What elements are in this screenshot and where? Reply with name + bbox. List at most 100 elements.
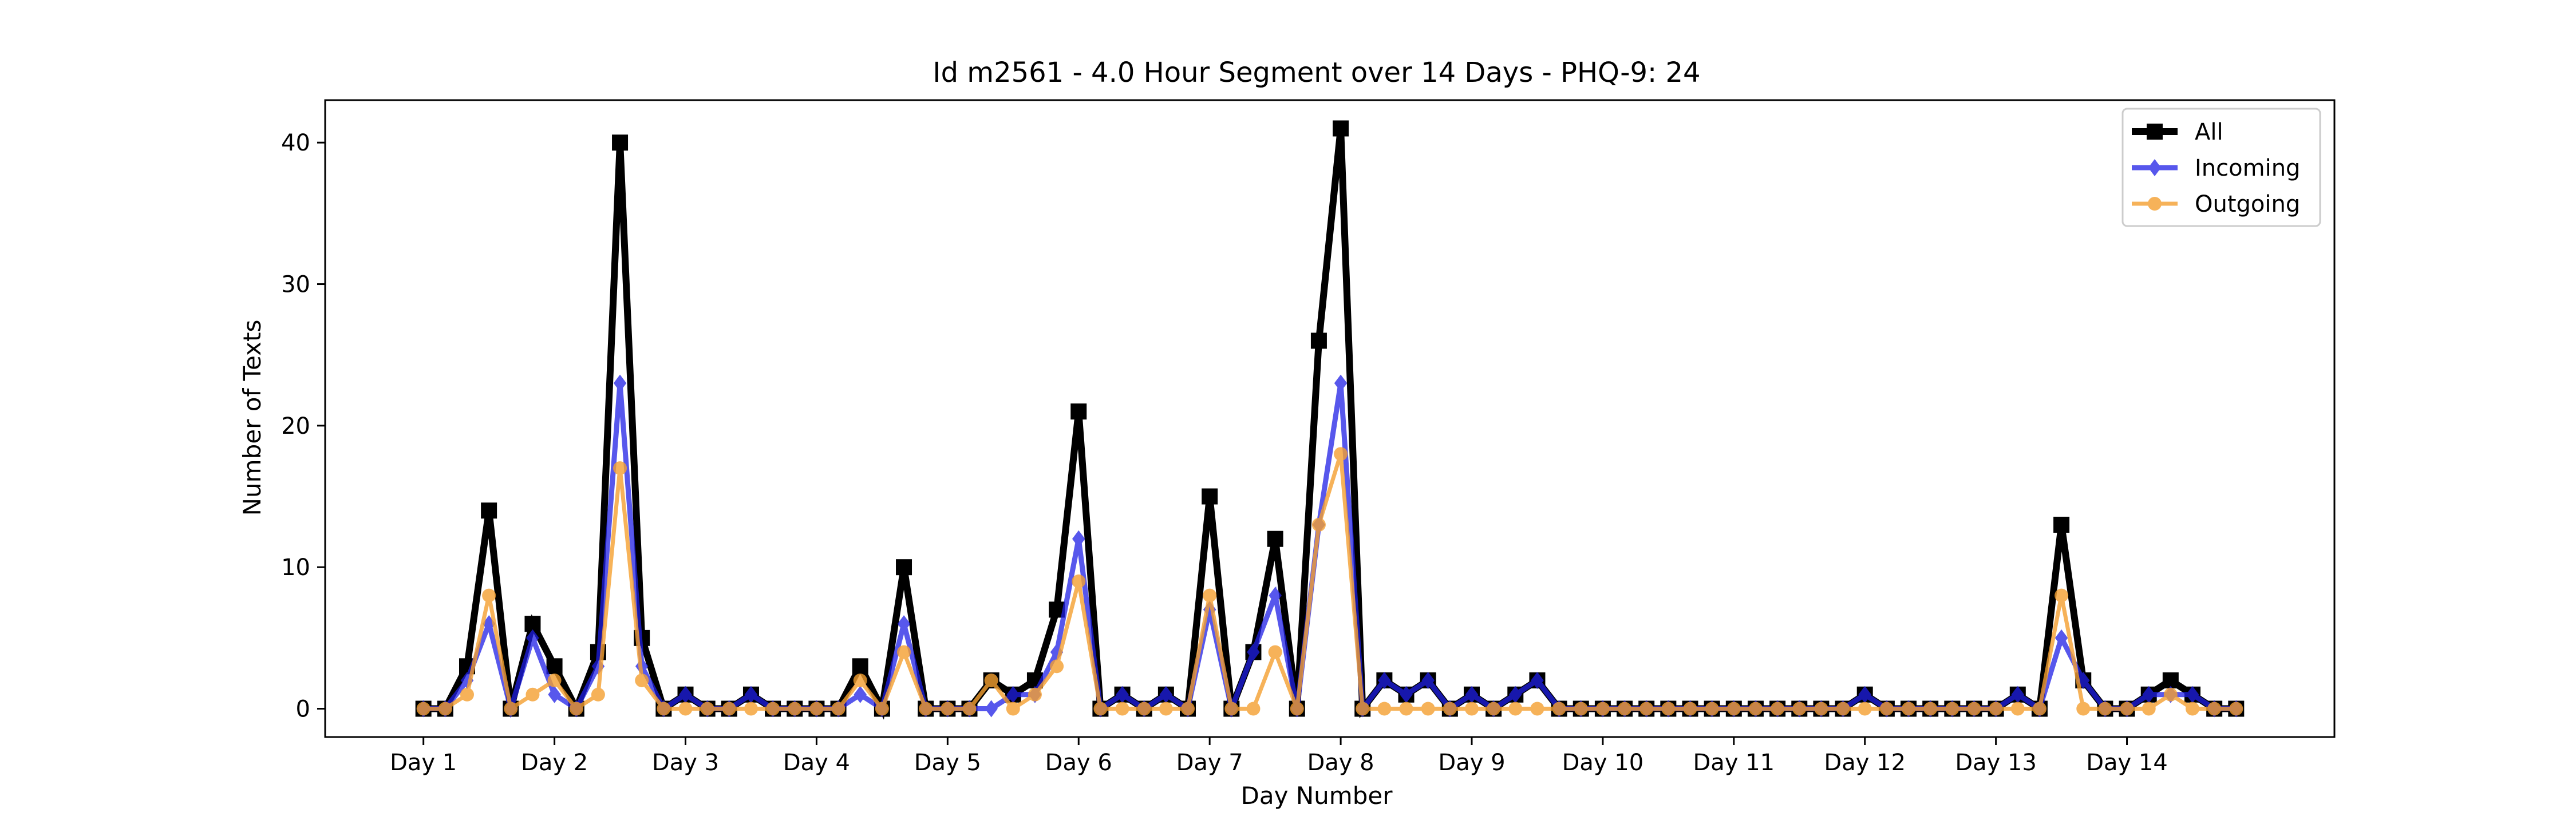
data-point-outgoing <box>1726 702 1741 716</box>
legend-marker-incoming <box>2148 159 2162 176</box>
data-point-outgoing <box>941 702 955 716</box>
x-axis-title: Day Number <box>1240 782 1393 810</box>
data-point-incoming <box>613 374 627 392</box>
data-point-incoming <box>1858 686 1871 703</box>
data-point-outgoing <box>1989 702 2003 716</box>
data-point-outgoing <box>1705 702 1719 716</box>
data-point-incoming <box>1465 686 1479 703</box>
x-tick-label: Day 2 <box>521 750 588 776</box>
data-point-outgoing <box>1224 702 1239 716</box>
data-point-outgoing <box>2010 702 2025 716</box>
data-point-outgoing <box>2120 702 2134 716</box>
x-tick-label: Day 8 <box>1307 750 1374 776</box>
data-point-outgoing <box>1508 702 1523 716</box>
data-point-incoming <box>1334 374 1348 392</box>
data-point-outgoing <box>2055 588 2069 603</box>
data-point-all <box>612 134 629 151</box>
data-point-outgoing <box>831 702 846 716</box>
data-point-outgoing <box>2142 702 2156 716</box>
data-point-all <box>481 502 497 519</box>
data-point-all <box>1202 488 1218 505</box>
data-point-outgoing <box>1748 702 1763 716</box>
x-tick-label: Day 5 <box>914 750 981 776</box>
data-point-outgoing <box>678 702 693 716</box>
data-point-all <box>2053 517 2070 533</box>
data-point-all <box>852 658 868 675</box>
data-point-outgoing <box>2076 702 2091 716</box>
data-point-incoming <box>744 686 758 703</box>
data-point-outgoing <box>1311 518 1326 532</box>
data-point-incoming <box>2055 629 2068 647</box>
x-tick-label: Day 7 <box>1176 750 1243 776</box>
data-point-outgoing <box>1334 447 1348 461</box>
data-point-outgoing <box>1683 702 1697 716</box>
legend-label-incoming: Incoming <box>2195 155 2300 181</box>
data-point-outgoing <box>1618 702 1632 716</box>
data-point-outgoing <box>1246 702 1261 716</box>
data-point-outgoing <box>984 674 998 688</box>
y-tick-label: 20 <box>281 413 310 439</box>
data-point-all <box>1310 332 1327 349</box>
data-point-outgoing <box>788 702 802 716</box>
data-point-outgoing <box>1923 702 1938 716</box>
series-outgoing <box>416 447 2243 716</box>
data-point-outgoing <box>416 702 430 716</box>
data-point-outgoing <box>1552 702 1566 716</box>
legend-label-all: All <box>2195 119 2223 145</box>
data-point-outgoing <box>526 687 540 702</box>
data-point-outgoing <box>2163 687 2178 702</box>
data-point-incoming <box>985 700 998 718</box>
data-point-outgoing <box>482 588 496 603</box>
data-point-all <box>1267 530 1283 547</box>
data-point-outgoing <box>1072 574 1086 588</box>
data-point-incoming <box>1378 672 1391 690</box>
data-point-incoming <box>1400 686 1413 703</box>
data-point-outgoing <box>1115 702 1129 716</box>
data-point-incoming <box>1072 530 1085 548</box>
data-point-outgoing <box>1159 702 1173 716</box>
data-point-outgoing <box>1050 659 1064 674</box>
x-tick-label: Day 13 <box>1955 750 2037 776</box>
legend-marker-all <box>2147 124 2163 140</box>
x-tick-label: Day 6 <box>1045 750 1112 776</box>
legend-entry-incoming <box>2132 159 2178 176</box>
data-point-outgoing <box>2098 702 2112 716</box>
data-point-outgoing <box>569 702 583 716</box>
data-point-all <box>2162 672 2179 689</box>
data-point-incoming <box>679 686 692 703</box>
data-point-outgoing <box>1487 702 1501 716</box>
data-point-outgoing <box>1399 702 1413 716</box>
series-layer <box>415 120 2245 720</box>
data-point-outgoing <box>744 702 758 716</box>
x-tick-label: Day 12 <box>1824 750 1906 776</box>
data-point-outgoing <box>897 645 911 659</box>
legend-box <box>2121 108 2321 227</box>
data-point-incoming <box>1247 643 1260 661</box>
data-point-outgoing <box>2186 702 2200 716</box>
data-point-outgoing <box>919 702 933 716</box>
data-point-incoming <box>526 629 539 647</box>
data-point-outgoing <box>504 702 518 716</box>
data-point-outgoing <box>875 702 889 716</box>
data-point-outgoing <box>1836 702 1850 716</box>
data-point-outgoing <box>722 702 736 716</box>
data-point-outgoing <box>1006 702 1020 716</box>
data-point-incoming <box>1531 672 1544 690</box>
x-tick-label: Day 11 <box>1693 750 1775 776</box>
legend-label-outgoing: Outgoing <box>2195 191 2300 217</box>
data-point-outgoing <box>1093 702 1108 716</box>
data-point-outgoing <box>1639 702 1654 716</box>
data-point-outgoing <box>657 702 671 716</box>
data-point-incoming <box>2142 686 2155 703</box>
data-point-outgoing <box>1443 702 1457 716</box>
data-point-outgoing <box>547 674 562 688</box>
data-point-outgoing <box>853 674 867 688</box>
data-point-outgoing <box>460 687 474 702</box>
axes: 0 10 20 30 40 Day 1 Day 2 Day 3 Day 4 Day 5 Day 6 D… <box>281 130 2168 776</box>
x-tick-label: Day 3 <box>652 750 719 776</box>
data-point-incoming <box>1269 587 1282 604</box>
chart-title: Id m2561 - 4.0 Hour Segment over 14 Days… <box>933 57 1700 89</box>
data-point-outgoing <box>1858 702 1872 716</box>
x-tick-label: Day 10 <box>1562 750 1644 776</box>
